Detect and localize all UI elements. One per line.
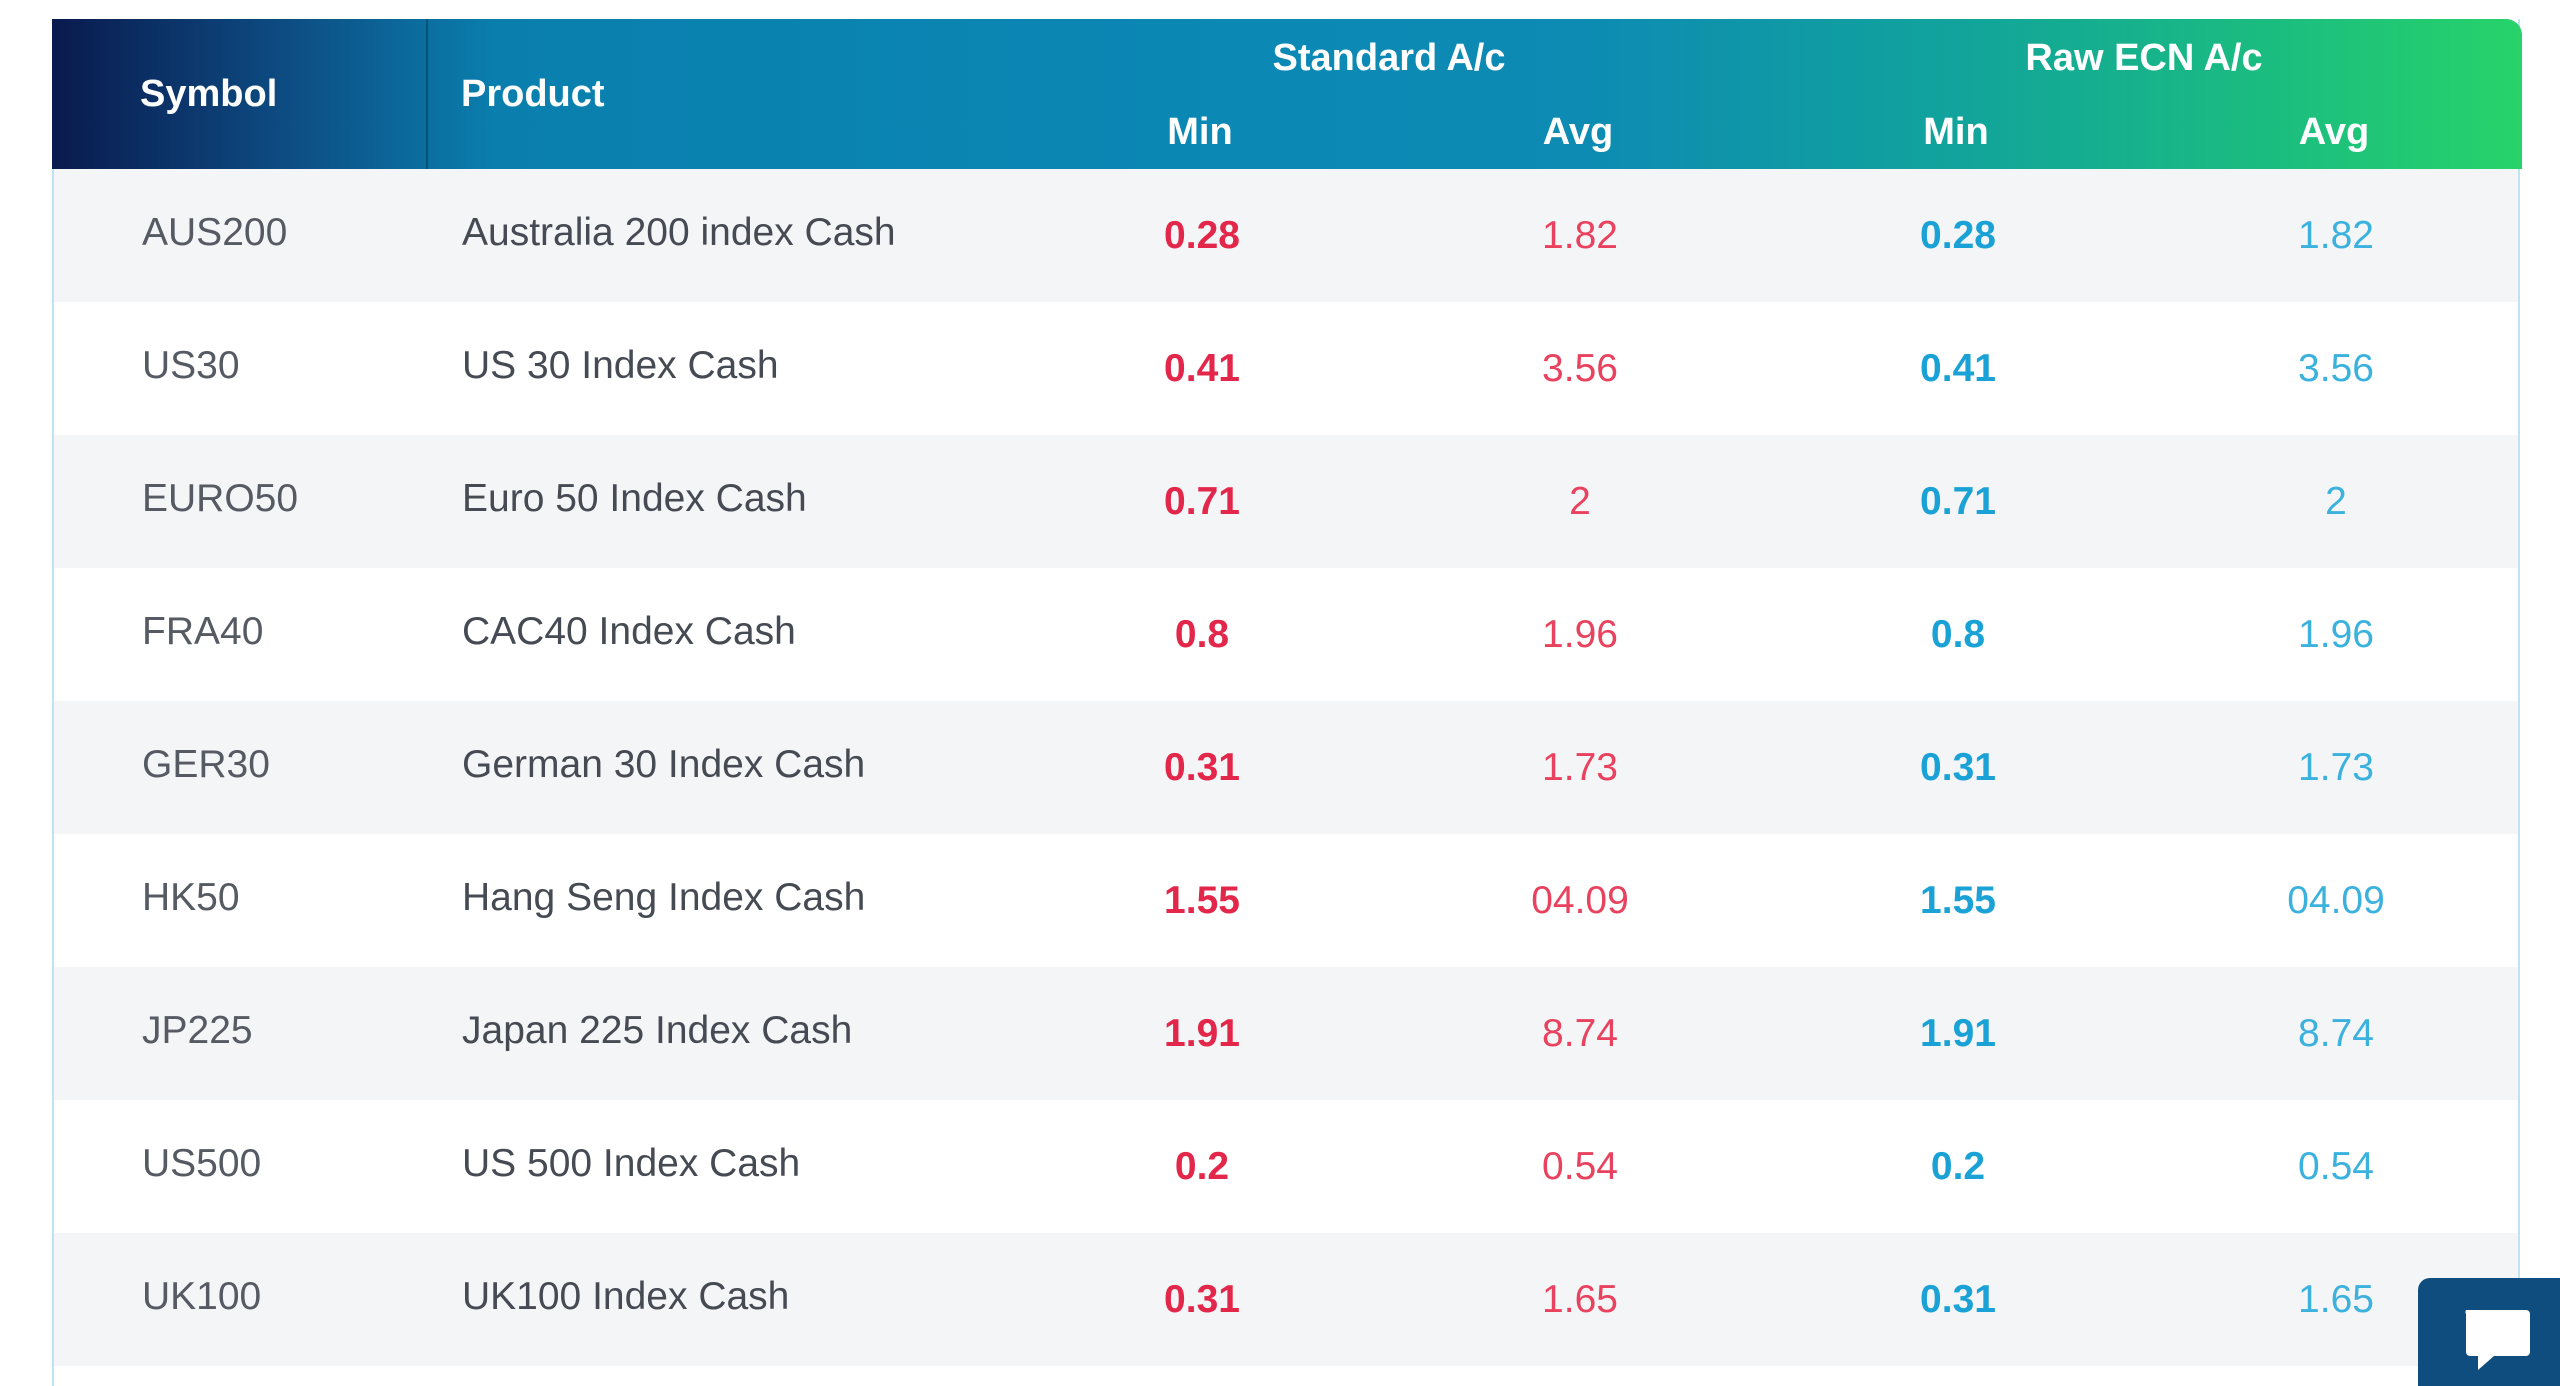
table-row: HK50 Hang Seng Index Cash 1.55 04.09 1.55 04.… <box>54 834 2518 967</box>
product-cell: Hang Seng Index Cash <box>462 876 866 919</box>
product-cell: CAC40 Index Cash <box>462 610 796 653</box>
header-divider <box>426 19 428 169</box>
standard-avg-cell: 1.73 <box>1542 746 1618 789</box>
raw-avg-cell: 1.65 <box>2298 1278 2374 1321</box>
raw-min-cell: 0.2 <box>1930 1145 1986 1188</box>
header-product: Product <box>461 73 605 115</box>
standard-avg-cell: 0.54 <box>1542 1145 1618 1188</box>
raw-min-cell: 0.41 <box>1920 347 1996 390</box>
standard-min-cell: 1.55 <box>1164 879 1240 922</box>
table-header: Symbol Product Standard A/c Raw ECN A/c … <box>52 19 2522 169</box>
raw-min-cell: 1.91 <box>1920 1012 1996 1055</box>
table-row: FRA40 CAC40 Index Cash 0.8 1.96 0.8 1.96 <box>54 568 2518 701</box>
standard-avg-cell: 2 <box>1569 480 1591 523</box>
symbol-cell: HK50 <box>142 876 240 919</box>
standard-min-cell: 0.31 <box>1164 746 1240 789</box>
raw-avg-cell: 8.74 <box>2298 1012 2374 1055</box>
raw-avg-cell: 2 <box>2325 480 2347 523</box>
header-standard-account: Standard A/c <box>1272 37 1506 79</box>
symbol-cell: JP225 <box>142 1009 253 1052</box>
raw-avg-cell: 04.09 <box>2287 879 2385 922</box>
standard-min-cell: 0.31 <box>1164 1278 1240 1321</box>
standard-min-cell: 0.41 <box>1164 347 1240 390</box>
header-raw-ecn-account: Raw ECN A/c <box>2025 37 2263 79</box>
raw-avg-cell: 1.82 <box>2298 214 2374 257</box>
standard-avg-cell: 04.09 <box>1531 879 1629 922</box>
header-standard-avg: Avg <box>1542 111 1614 153</box>
table-row: GER30 German 30 Index Cash 0.31 1.73 0.31 1.7… <box>54 701 2518 834</box>
table-row: US500 US 500 Index Cash 0.2 0.54 0.2 0.54 <box>54 1100 2518 1233</box>
symbol-cell: EURO50 <box>142 477 299 520</box>
header-symbol: Symbol <box>140 73 278 115</box>
standard-avg-cell: 3.56 <box>1542 347 1618 390</box>
raw-min-cell: 0.8 <box>1930 613 1986 656</box>
header-raw-avg: Avg <box>2298 111 2370 153</box>
symbol-cell: US500 <box>142 1142 262 1185</box>
symbol-cell: FRA40 <box>142 610 264 653</box>
raw-min-cell: 0.31 <box>1920 1278 1996 1321</box>
chat-bubble-icon <box>2465 1310 2530 1370</box>
table-row: JP225 Japan 225 Index Cash 1.91 8.74 1.91 8.7… <box>54 967 2518 1100</box>
product-cell: Australia 200 index Cash <box>462 211 896 254</box>
raw-avg-cell: 0.54 <box>2298 1145 2374 1188</box>
standard-min-cell: 0.28 <box>1164 214 1240 257</box>
table-row: UK100 UK100 Index Cash 0.31 1.65 0.31 1.65 <box>54 1233 2518 1366</box>
standard-min-cell: 0.8 <box>1174 613 1230 656</box>
raw-min-cell: 0.31 <box>1920 746 1996 789</box>
spreads-table: Symbol Product Standard A/c Raw ECN A/c … <box>52 19 2522 1386</box>
standard-avg-cell: 1.82 <box>1542 214 1618 257</box>
product-cell: Euro 50 Index Cash <box>462 477 807 520</box>
standard-avg-cell: 8.74 <box>1542 1012 1618 1055</box>
raw-min-cell: 1.55 <box>1920 879 1996 922</box>
standard-min-cell: 0.71 <box>1164 480 1240 523</box>
raw-avg-cell: 1.73 <box>2298 746 2374 789</box>
raw-avg-cell: 1.96 <box>2298 613 2374 656</box>
standard-avg-cell: 1.65 <box>1542 1278 1618 1321</box>
product-cell: UK100 Index Cash <box>462 1275 790 1318</box>
standard-min-cell: 1.91 <box>1164 1012 1240 1055</box>
raw-avg-cell: 3.56 <box>2298 347 2374 390</box>
product-cell: Japan 225 Index Cash <box>462 1009 853 1052</box>
header-raw-min: Min <box>1923 111 1989 153</box>
symbol-cell: AUS200 <box>142 211 288 254</box>
table-row: EURO50 Euro 50 Index Cash 0.71 2 0.71 2 <box>54 435 2518 568</box>
product-cell: US 500 Index Cash <box>462 1142 801 1185</box>
product-cell: US 30 Index Cash <box>462 344 779 387</box>
standard-avg-cell: 1.96 <box>1542 613 1618 656</box>
table-row: AUS200 Australia 200 index Cash 0.28 1.82 0.… <box>54 169 2518 302</box>
product-cell: German 30 Index Cash <box>462 743 866 786</box>
raw-min-cell: 0.71 <box>1920 480 1996 523</box>
header-standard-min: Min <box>1167 111 1233 153</box>
symbol-cell: GER30 <box>142 743 270 786</box>
table-row: US30 US 30 Index Cash 0.41 3.56 0.41 3.56 <box>54 302 2518 435</box>
table-body: AUS200 Australia 200 index Cash 0.28 1.82 0.… <box>54 169 2518 1366</box>
standard-min-cell: 0.2 <box>1174 1145 1230 1188</box>
chat-widget-button[interactable] <box>2418 1278 2560 1386</box>
symbol-cell: US30 <box>142 344 240 387</box>
symbol-cell: UK100 <box>142 1275 262 1318</box>
raw-min-cell: 0.28 <box>1920 214 1996 257</box>
